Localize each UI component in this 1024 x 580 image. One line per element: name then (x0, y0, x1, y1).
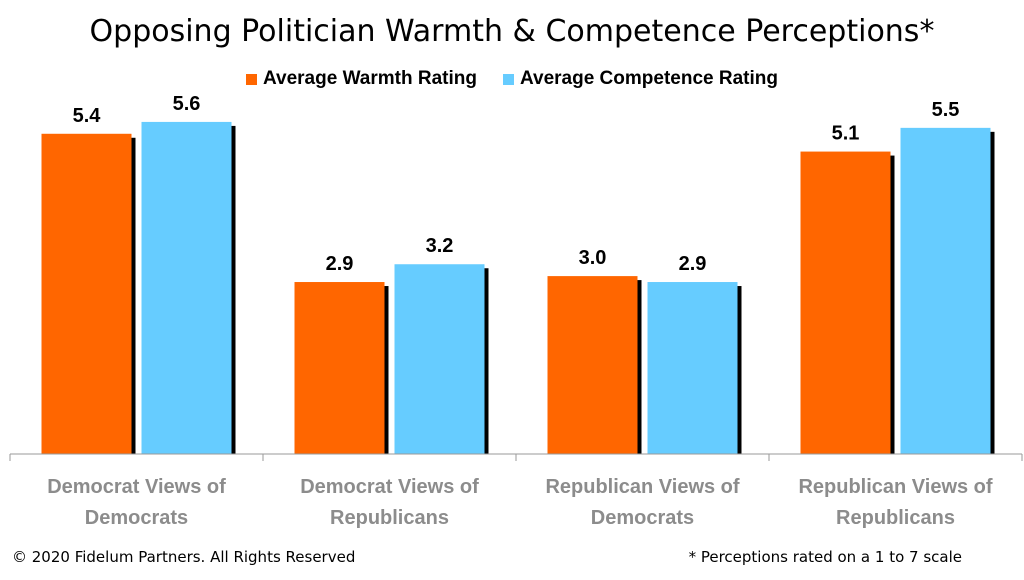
category-label: Republican Views of Republicans (798, 476, 992, 529)
data-label: 3.0 (579, 247, 607, 269)
bar-warmth (41, 133, 132, 454)
category-label-line: Democrats (591, 507, 694, 529)
category-label-line: Democrats (85, 507, 188, 529)
bar-competence (647, 282, 738, 454)
bar-competence (900, 127, 991, 454)
legend-label-competence: Average Competence Rating (519, 68, 778, 89)
data-label: 3.2 (426, 235, 454, 257)
category-label-line: Democrat Views of (47, 476, 226, 498)
category-label-line: Republican Views of (545, 476, 739, 498)
data-label: 2.9 (326, 253, 354, 275)
legend-item-warmth: Average Warmth Rating (246, 68, 477, 90)
category-label-line: Republicans (836, 507, 955, 529)
legend-swatch-competence (502, 73, 514, 85)
bar-competence (394, 264, 485, 454)
data-label: 5.4 (73, 105, 102, 127)
bar-warmth (800, 151, 891, 454)
category-label: Democrat Views of Republicans (300, 476, 479, 529)
bar-competence (141, 121, 232, 455)
scale-footnote: * Perceptions rated on a 1 to 7 scale (688, 548, 962, 566)
category-label-line: Republican Views of (798, 476, 992, 498)
chart-title: Opposing Politician Warmth & Competence … (89, 14, 935, 49)
data-label: 2.9 (679, 253, 707, 275)
data-label: 5.6 (173, 93, 201, 115)
legend-label-warmth: Average Warmth Rating (263, 68, 477, 89)
legend-swatch-warmth (246, 73, 258, 85)
bar-warmth (294, 282, 385, 454)
category-label: Democrat Views of Democrats (47, 476, 226, 529)
data-label: 5.5 (932, 99, 960, 121)
bar-warmth (547, 276, 638, 454)
category-label-line: Democrat Views of (300, 476, 479, 498)
category-label: Republican Views of Democrats (545, 476, 739, 529)
data-label: 5.1 (832, 123, 860, 145)
legend-item-competence: Average Competence Rating (502, 68, 778, 90)
legend: Average Warmth Rating Average Competence… (0, 68, 1024, 90)
category-label-line: Republicans (330, 507, 449, 529)
copyright-footer: © 2020 Fidelum Partners. All Rights Rese… (12, 548, 356, 566)
